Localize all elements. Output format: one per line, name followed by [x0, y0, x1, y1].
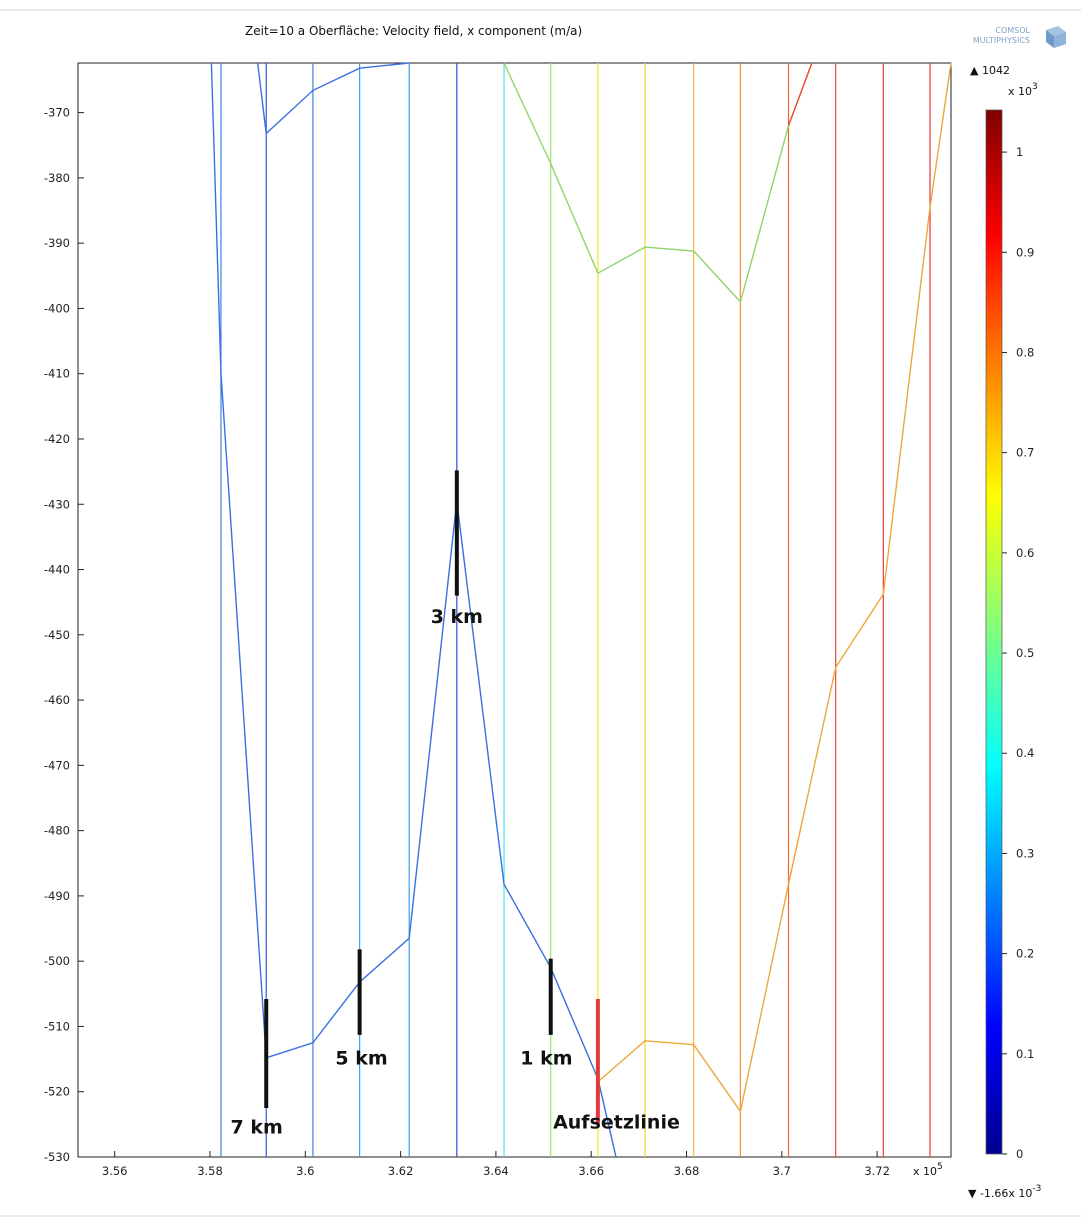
y-tick-label: -480	[44, 824, 70, 838]
plot-frame	[77, 62, 952, 1158]
y-tick-label: -420	[44, 432, 70, 446]
colorbar-max-label: ▲ 1042	[970, 64, 1010, 77]
x-tick-label: 3.56	[102, 1164, 128, 1178]
colorbar-tick-label: 0.1	[1016, 1047, 1034, 1061]
y-tick-label: -520	[44, 1085, 70, 1099]
annotation-label: 1 km	[520, 1047, 572, 1069]
y-tick-label: -400	[44, 301, 70, 315]
plot-data	[210, 62, 952, 1158]
x-tick-label: 3.7	[773, 1164, 791, 1178]
y-tick-label: -500	[44, 954, 70, 968]
y-tick-label: -380	[44, 171, 70, 185]
x-tick-label: 3.66	[578, 1164, 604, 1178]
plot-annotations: 7 km 5 km 3 km 1 km Aufsetzlinie	[231, 470, 680, 1139]
colorbar-tick-label: 0	[1016, 1147, 1023, 1161]
x-tick-label: 3.68	[674, 1164, 700, 1178]
annotation-label: 3 km	[431, 606, 483, 628]
contour-line	[597, 62, 952, 1114]
colorbar-tick-label: 0.2	[1016, 947, 1034, 961]
logo-line-1: COMSOL	[995, 26, 1030, 35]
y-tick-label: -510	[44, 1019, 70, 1033]
y-tick-label: -490	[44, 889, 70, 903]
logo-line-2: MULTIPHYSICS	[973, 36, 1030, 45]
x-tick-label: 3.6	[296, 1164, 314, 1178]
y-tick-label: -460	[44, 693, 70, 707]
colorbar-tick-label: 0.7	[1016, 446, 1034, 460]
colorbar-gradient	[985, 109, 1003, 1155]
y-tick-label: -390	[44, 236, 70, 250]
y-tick-label: -530	[44, 1150, 70, 1164]
y-tick-label: -450	[44, 628, 70, 642]
comsol-logo: COMSOL MULTIPHYSICS	[973, 26, 1066, 48]
y-tick-label: -370	[44, 106, 70, 120]
colorbar-ticks: 1 0.9 0.8 0.7 0.6 0.5 0.4 0.3 0.2 0.1 0	[1002, 145, 1034, 1161]
contour-line	[787, 62, 813, 126]
x-tick-label: 3.64	[483, 1164, 509, 1178]
colorbar-tick-label: 0.3	[1016, 846, 1034, 860]
colorbar-min-label: ▼ -1.66x 10-3	[968, 1184, 1041, 1200]
y-tick-label: -440	[44, 563, 70, 577]
y-tick-label: -410	[44, 367, 70, 381]
x-tick-label: 3.62	[388, 1164, 414, 1178]
colorbar-tick-label: 0.5	[1016, 646, 1034, 660]
colorbar-tick-label: 0.9	[1016, 245, 1034, 259]
colorbar-tick-label: 0.6	[1016, 546, 1034, 560]
y-tick-label: -430	[44, 497, 70, 511]
y-axis: -370 -380 -390 -400 -410 -420 -430 -440 -450 -460…	[44, 106, 84, 1164]
colorbar-tick-label: 0.8	[1016, 345, 1034, 359]
contour-line	[503, 62, 813, 304]
contour-line	[257, 62, 410, 135]
annotation-label: Aufsetzlinie	[553, 1111, 680, 1133]
annotation-label: 7 km	[231, 1117, 283, 1139]
colorbar-tick-label: 1	[1016, 145, 1023, 159]
colorbar-tick-label: 0.4	[1016, 746, 1034, 760]
x-multiplier: x 105	[913, 1162, 943, 1178]
annotation-label: 5 km	[335, 1047, 387, 1069]
y-tick-label: -470	[44, 758, 70, 772]
colorbar: ▲ 1042 x 103 1 0.9 0.8 0.7 0.6 0.5 0.4 0.3 0.2 0.…	[968, 64, 1041, 1200]
contour-line	[210, 62, 617, 1158]
chart-title: Zeit=10 a Oberfläche: Velocity field, x …	[245, 24, 582, 38]
x-tick-label: 3.58	[197, 1164, 223, 1178]
x-tick-label: 3.72	[864, 1164, 890, 1178]
x-axis: 3.56 3.58 3.6 3.62 3.64 3.66 3.68 3.7 3.72	[102, 1151, 890, 1178]
cube-icon	[1046, 26, 1066, 48]
colorbar-multiplier: x 103	[1008, 82, 1038, 98]
